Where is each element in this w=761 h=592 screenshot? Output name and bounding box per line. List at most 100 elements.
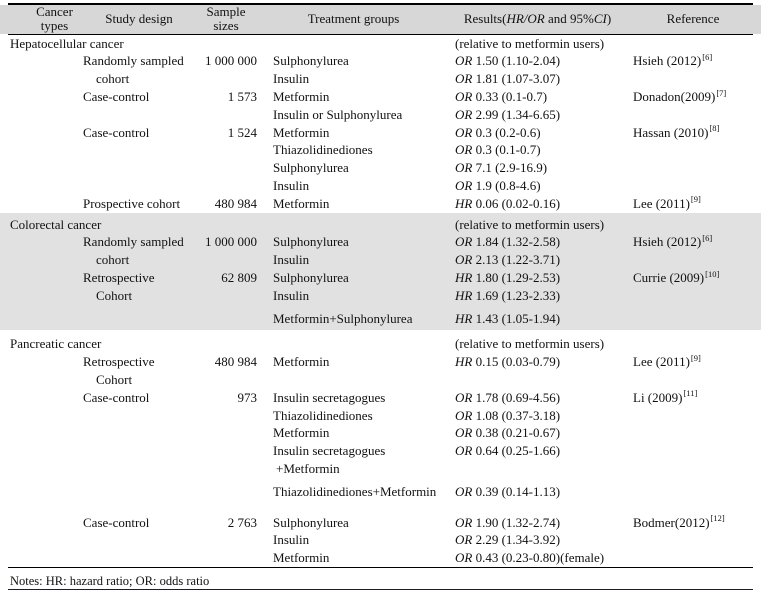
section-note: (relative to metformin users) xyxy=(455,216,605,232)
result-value: OR 2.13 (1.22-3.71) xyxy=(455,252,561,268)
reference: Li (2009)[11] xyxy=(633,388,698,405)
header-treatment-groups: Treatment groups xyxy=(257,11,450,27)
reference xyxy=(625,177,761,195)
result-value: OR 1.9 (0.8-4.6) xyxy=(455,177,541,193)
table-row: Insulin OR 1.9 (0.8-4.6) xyxy=(0,177,761,195)
table-row: Thiazolidinediones OR 0.3 (0.1-0.7) xyxy=(0,141,761,159)
sample-size: 973 xyxy=(237,389,258,405)
sample-size xyxy=(195,371,257,389)
reference xyxy=(625,35,761,53)
result-value: OR 0.3 (0.1-0.7) xyxy=(455,142,541,158)
result-value: OR 0.39 (0.14-1.13) xyxy=(455,483,561,499)
study-design xyxy=(83,549,195,567)
result-value: OR 1.78 (0.69-4.56) xyxy=(455,389,561,405)
table-notes: Notes: HR: hazard ratio; OR: odds ratio xyxy=(10,573,210,588)
reference xyxy=(625,287,761,305)
sample-size xyxy=(195,460,257,478)
treatment-group: Metformin xyxy=(273,550,330,566)
sample-size: 1 000 000 xyxy=(205,53,257,69)
treatment-group: Metformin xyxy=(273,354,330,370)
section-hepatocellular-cancer: Hepatocellular cancer (relative to metfor… xyxy=(0,35,761,213)
section-note: (relative to metformin users) xyxy=(455,35,605,51)
table-row: Cohort Insulin HR 1.69 (1.23-2.33) xyxy=(0,287,761,305)
treatment-group: Sulphonylurea xyxy=(273,269,349,285)
reference xyxy=(625,251,761,269)
cancer-type xyxy=(0,251,83,269)
table-row: Metformin OR 0.43 (0.23-0.80)(female) xyxy=(0,549,761,567)
cancer-type xyxy=(0,531,83,549)
table-row: Metformin+Sulphonylurea HR 1.43 (1.05-1.9… xyxy=(0,310,761,328)
study-design: Case-control xyxy=(83,514,150,530)
treatment-group: Thiazolidinediones xyxy=(273,142,373,158)
study-design: Case-control xyxy=(83,124,150,140)
reference xyxy=(625,424,761,442)
header-sample-sizes: Sample sizes xyxy=(195,4,257,34)
cancer-type xyxy=(0,177,83,195)
result-value: OR 0.43 (0.23-0.80)(female) xyxy=(455,550,605,566)
study-design xyxy=(83,106,195,124)
header-cancer-types: Cancer types xyxy=(0,4,83,34)
treatment-group xyxy=(257,371,450,389)
reference: Donadon(2009)[7] xyxy=(633,88,727,104)
treatment-group: Insulin xyxy=(273,287,310,303)
table-header: Cancer types Study design Sample sizes T… xyxy=(0,4,761,34)
reference xyxy=(625,407,761,425)
table-row: Case-control 973 Insulin secretagogues OR 1… xyxy=(0,389,761,407)
study-design xyxy=(83,159,195,177)
treatment-group: Insulin secretagogues xyxy=(273,443,386,459)
reference-superscript: [9] xyxy=(690,353,701,363)
treatment-group: Insulin secretagogues xyxy=(273,389,386,405)
cancer-type xyxy=(0,442,83,460)
section-header-row: Hepatocellular cancer (relative to metfor… xyxy=(0,35,761,53)
sample-size xyxy=(195,159,257,177)
table-row: Retrospective 62 809 Sulphonylurea HR 1.80 … xyxy=(0,269,761,287)
table-row: Metformin OR 0.38 (0.21-0.67) xyxy=(0,424,761,442)
reference: Hsieh (2012)[6] xyxy=(633,52,713,69)
sample-size: 480 984 xyxy=(214,354,257,370)
table-row: cohort Insulin OR 2.13 (1.22-3.71) xyxy=(0,251,761,269)
study-design: Prospective cohort xyxy=(83,195,181,211)
study-design xyxy=(83,310,195,328)
result-value: OR 2.29 (1.34-3.92) xyxy=(455,532,561,548)
reference-superscript: [10] xyxy=(705,268,720,279)
reference-superscript: [12] xyxy=(710,513,725,524)
sample-size xyxy=(195,407,257,425)
study-design: Cohort xyxy=(96,287,133,303)
treatment-group: +Metformin xyxy=(276,460,340,476)
reference-superscript: [11] xyxy=(683,388,698,399)
sample-size: 1 524 xyxy=(227,124,257,140)
reference xyxy=(625,335,761,353)
reference xyxy=(625,310,761,328)
cancer-type xyxy=(0,233,83,251)
sample-size xyxy=(195,141,257,159)
study-design xyxy=(83,442,195,460)
reference: Hassan (2010)[8] xyxy=(633,123,720,140)
table-row: Randomly sampled 1 000 000 Sulphonylurea OR… xyxy=(0,233,761,251)
treatment-group: Sulphonylurea xyxy=(273,53,349,69)
header-study-design-label: Study design xyxy=(105,10,173,26)
treatment-group: Insulin xyxy=(273,71,310,87)
section-title: Pancreatic cancer xyxy=(10,336,102,352)
cancer-type xyxy=(0,353,83,371)
result-value: OR 1.50 (1.10-2.04) xyxy=(455,53,561,69)
cancer-type xyxy=(0,549,83,567)
treatment-group: Insulin or Sulphonylurea xyxy=(273,106,403,122)
cancer-type xyxy=(0,310,83,328)
study-design: Case-control xyxy=(83,389,150,405)
cancer-type xyxy=(0,407,83,425)
table-row: Insulin secretagogues OR 0.64 (0.25-1.66) xyxy=(0,442,761,460)
header-bottom-rule xyxy=(8,33,753,35)
sample-size: 62 809 xyxy=(221,269,257,285)
treatment-group: Insulin xyxy=(273,252,310,268)
cancer-type xyxy=(0,52,83,70)
reference: Currie (2009)[10] xyxy=(633,268,720,285)
result-value: OR 2.99 (1.34-6.65) xyxy=(455,106,561,122)
cancer-type xyxy=(0,141,83,159)
header-results-label: Results(HR/OR and 95%CI) xyxy=(463,10,612,26)
section-title: Colorectal cancer xyxy=(10,216,102,232)
study-design xyxy=(83,483,195,501)
table-row: Retrospective 480 984 Metformin HR 0.15 (0.… xyxy=(0,353,761,371)
table-row: Thiazolidinediones+Metformin OR 0.39 (0.1… xyxy=(0,483,761,501)
cancer-type xyxy=(0,371,83,389)
header-cancer-types-line2: types xyxy=(40,18,69,34)
